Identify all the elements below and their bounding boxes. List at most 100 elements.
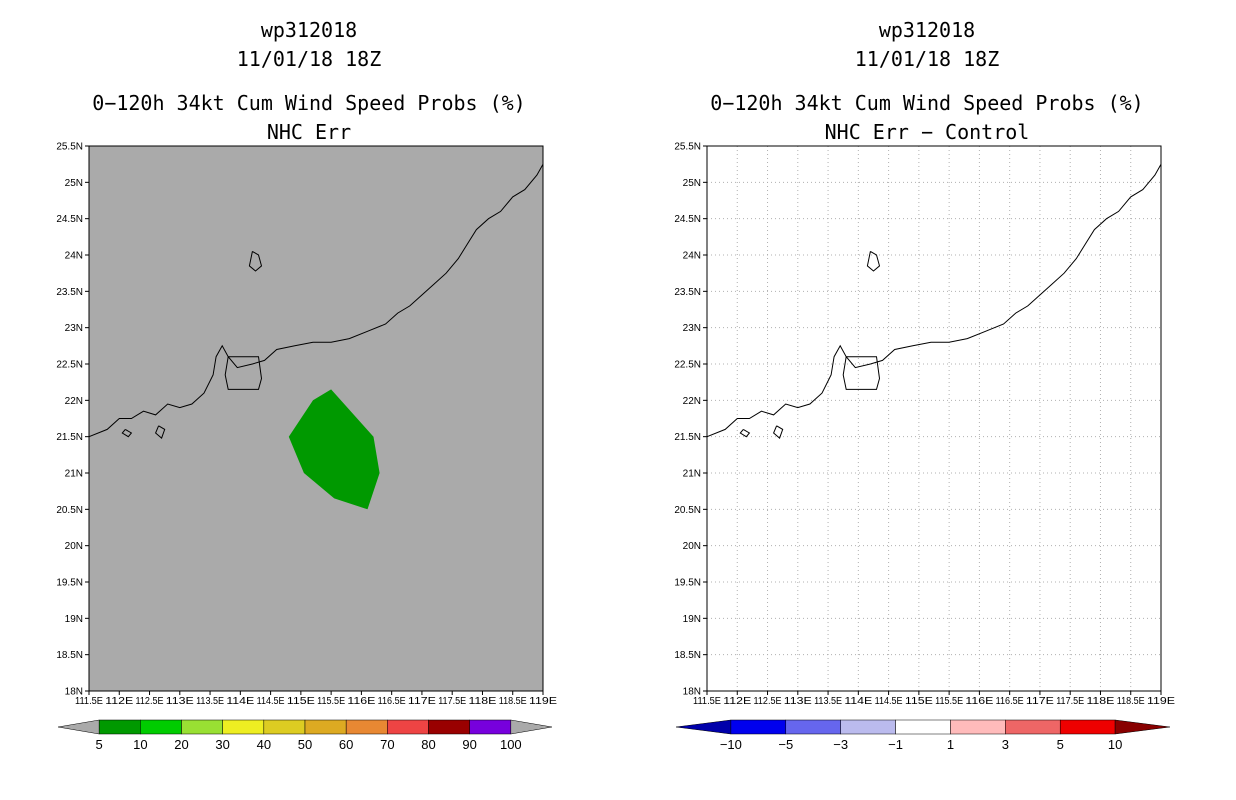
island-outline: [248, 250, 263, 272]
x-tick-label: 117E: [1026, 696, 1054, 707]
y-tick-label: 24N: [683, 251, 701, 262]
colorbar-segment: [304, 719, 347, 735]
x-tick-label: 112E: [723, 696, 751, 707]
colorbar-segment: [1059, 719, 1116, 735]
chart-title-storm: wp312018: [260, 18, 358, 42]
y-tick-label: 19.5N: [56, 578, 83, 589]
colorbar-segment: [181, 719, 223, 735]
x-tick-label: 112E: [105, 696, 133, 707]
colorbar-label: −3: [833, 737, 848, 752]
x-tick-label: 117.5E: [1056, 696, 1084, 707]
island-outline: [224, 356, 263, 390]
y-tick-label: 20N: [65, 541, 83, 552]
colorbar-label: 10: [133, 737, 147, 752]
y-tick-label: 20.5N: [56, 505, 83, 516]
x-tick-label: 114.5E: [257, 696, 285, 707]
x-tick-label: 116E: [965, 696, 993, 707]
y-tick-label: 18N: [65, 687, 83, 698]
x-tick-label: 116.5E: [996, 696, 1024, 707]
island-outline: [866, 250, 881, 272]
colorbar-segment: [263, 719, 306, 735]
colorbar-label: 60: [339, 737, 353, 752]
y-tick-label: 21.5N: [56, 432, 83, 443]
chart-title-product: 0−120h 34kt Cum Wind Speed Probs (%): [710, 91, 1144, 115]
y-tick-label: 18.5N: [56, 650, 83, 661]
coastline: [88, 163, 544, 438]
x-tick-label: 112.5E: [754, 696, 782, 707]
map-frame: [706, 145, 1162, 692]
y-tick-label: 22N: [683, 396, 701, 407]
colorbar-segment: [840, 719, 896, 735]
x-tick-label: 113.5E: [814, 696, 842, 707]
colorbar-label: 30: [215, 737, 229, 752]
x-tick-label: 115E: [287, 696, 315, 707]
map-background: [707, 146, 1161, 691]
panel-nhc-err-minus-control: wp312018 11/01/18 18Z 0−120h 34kt Cum Wi…: [618, 0, 1236, 800]
y-tick-label: 24.5N: [674, 214, 701, 225]
y-tick-label: 18.5N: [674, 650, 701, 661]
chart-title-date: 11/01/18 18Z: [854, 47, 1000, 71]
y-tick-label: 21N: [683, 469, 701, 480]
y-tick-label: 23N: [65, 323, 83, 334]
y-tick-label: 24.5N: [56, 214, 83, 225]
x-tick-label: 113E: [784, 696, 812, 707]
colorbar-label: 1: [947, 737, 954, 752]
x-tick-label: 111.5E: [75, 696, 103, 707]
colorbar-high-triangle: [1114, 719, 1171, 735]
colorbar-segment: [1005, 719, 1061, 735]
x-tick-label: 119E: [529, 696, 557, 707]
colorbar-label: 50: [298, 737, 312, 752]
x-tick-label: 115.5E: [935, 696, 963, 707]
colorbar-low-triangle: [57, 719, 100, 735]
colorbar-label: 10: [1108, 737, 1122, 752]
x-tick-label: 118E: [468, 696, 496, 707]
y-tick-label: 22.5N: [674, 360, 701, 371]
colorbar-label: 90: [462, 737, 476, 752]
colorbar-segment: [387, 719, 429, 735]
y-tick-label: 25N: [65, 178, 83, 189]
y-tick-label: 21N: [65, 469, 83, 480]
colorbar-segment: [950, 719, 1006, 735]
x-tick-label: 116.5E: [378, 696, 406, 707]
y-tick-label: 23.5N: [674, 287, 701, 298]
chart-title-subtitle: NHC Err − Control: [824, 120, 1030, 144]
colorbar-label: 100: [500, 737, 522, 752]
colorbar-segment: [730, 719, 787, 735]
colorbar-label: −5: [778, 737, 793, 752]
colorbar-label: 5: [1057, 737, 1064, 752]
x-tick-label: 118E: [1086, 696, 1114, 707]
chart-title-date: 11/01/18 18Z: [236, 47, 382, 71]
y-tick-label: 20N: [683, 541, 701, 552]
colorbar-high-triangle: [510, 719, 553, 735]
panel-nhc-err: wp312018 11/01/18 18Z 0−120h 34kt Cum Wi…: [56, 18, 557, 752]
chart-title-storm: wp312018: [878, 18, 976, 42]
x-tick-label: 114E: [844, 696, 872, 707]
colorbar-segment: [469, 719, 512, 735]
y-tick-label: 25.5N: [674, 142, 701, 153]
colorbar-label: 70: [380, 737, 394, 752]
colorbar-label: 20: [174, 737, 188, 752]
x-tick-label: 119E: [1147, 696, 1175, 707]
y-tick-label: 22N: [65, 396, 83, 407]
colorbar-segment: [140, 719, 182, 735]
x-tick-label: 113.5E: [196, 696, 224, 707]
y-tick-label: 25N: [683, 178, 701, 189]
colorbar-low-triangle: [675, 719, 732, 735]
colorbar-segment: [895, 719, 951, 735]
y-tick-label: 23N: [683, 323, 701, 334]
y-tick-label: 20.5N: [674, 505, 701, 516]
x-tick-label: 113E: [166, 696, 194, 707]
colorbar-segment: [222, 719, 265, 735]
y-tick-label: 22.5N: [56, 360, 83, 371]
y-tick-label: 19N: [683, 614, 701, 625]
x-tick-label: 114E: [226, 696, 254, 707]
y-tick-label: 21.5N: [674, 432, 701, 443]
colorbar-label: 40: [257, 737, 271, 752]
y-tick-label: 24N: [65, 251, 83, 262]
island-outline: [772, 425, 784, 439]
x-tick-label: 112.5E: [136, 696, 164, 707]
y-tick-label: 25.5N: [56, 142, 83, 153]
colorbar-label: 80: [421, 737, 435, 752]
colorbar-label: 3: [1002, 737, 1009, 752]
colorbar-label: −10: [720, 737, 742, 752]
